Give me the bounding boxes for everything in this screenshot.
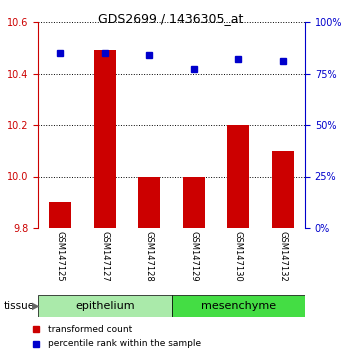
- Text: tissue: tissue: [3, 301, 34, 311]
- Bar: [183, 177, 205, 228]
- Text: GSM147125: GSM147125: [56, 232, 65, 282]
- Text: GDS2699 / 1436305_at: GDS2699 / 1436305_at: [98, 12, 243, 25]
- Bar: [38, 295, 172, 317]
- Text: GSM147130: GSM147130: [234, 232, 243, 282]
- Text: GSM147127: GSM147127: [100, 232, 109, 282]
- Bar: [138, 177, 160, 228]
- Bar: [227, 125, 249, 228]
- Text: GSM147129: GSM147129: [189, 232, 198, 282]
- Bar: [49, 202, 71, 228]
- Text: ▶: ▶: [32, 301, 40, 311]
- Bar: [172, 295, 305, 317]
- Text: transformed count: transformed count: [48, 325, 133, 334]
- Bar: [94, 50, 116, 228]
- Text: percentile rank within the sample: percentile rank within the sample: [48, 339, 202, 348]
- Text: GSM147128: GSM147128: [145, 232, 154, 282]
- Text: epithelium: epithelium: [75, 301, 135, 311]
- Text: mesenchyme: mesenchyme: [201, 301, 276, 311]
- Bar: [272, 151, 294, 228]
- Text: GSM147132: GSM147132: [278, 232, 287, 282]
